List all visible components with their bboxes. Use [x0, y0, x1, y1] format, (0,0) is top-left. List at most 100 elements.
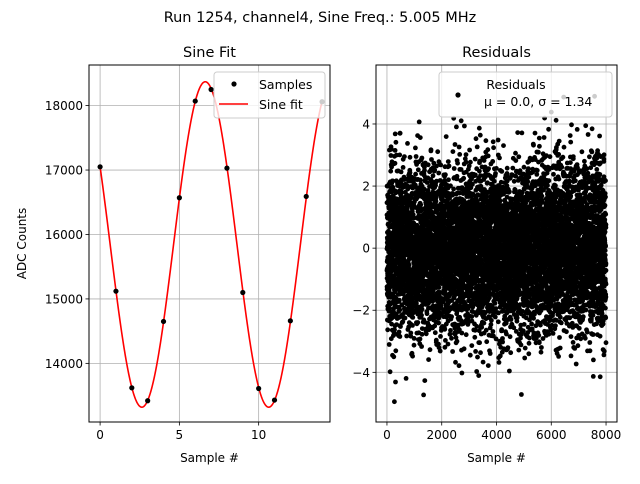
residual-point: [467, 148, 472, 153]
sine-fit-plot-area: [97, 82, 324, 407]
residual-point: [393, 348, 398, 353]
residual-point: [403, 316, 408, 321]
x-tick-label: 8000: [591, 428, 622, 442]
y-tick-label: 4: [362, 117, 370, 131]
residual-point: [420, 156, 425, 161]
x-tick-label: 6000: [536, 428, 567, 442]
residual-point: [450, 349, 455, 354]
y-tick-label: −4: [352, 366, 370, 380]
residual-point: [418, 337, 423, 342]
residual-point: [486, 166, 491, 171]
y-tick-label: 16000: [45, 228, 83, 242]
residual-point: [508, 334, 513, 339]
residual-point: [453, 142, 458, 147]
residual-point: [496, 138, 501, 143]
residual-point: [416, 167, 421, 172]
residual-point: [412, 343, 417, 348]
residual-point: [448, 328, 453, 333]
residual-point: [408, 155, 413, 160]
residual-point: [515, 130, 520, 135]
x-tick-label: 2000: [426, 428, 457, 442]
sample-point: [288, 318, 293, 323]
residual-point: [474, 369, 479, 374]
residual-point: [489, 322, 494, 327]
residual-point: [391, 354, 396, 359]
residual-point: [481, 360, 486, 365]
residual-point: [484, 339, 489, 344]
sine-fit-line: [100, 82, 322, 407]
residual-point: [469, 286, 474, 291]
sample-point: [145, 398, 150, 403]
sine-fit-grid: [89, 65, 330, 422]
residual-point: [475, 145, 480, 150]
residual-point: [506, 345, 511, 350]
residual-point: [399, 170, 404, 175]
legend-sine-fit-label: Sine fit: [259, 97, 303, 112]
sine-fit-ylabel: ADC Counts: [15, 208, 29, 280]
residual-point: [394, 140, 399, 145]
residual-point: [497, 156, 502, 161]
residual-point: [513, 158, 518, 163]
residual-point: [510, 166, 515, 171]
residual-point: [472, 335, 477, 340]
residual-point: [493, 171, 498, 176]
residual-point: [460, 371, 465, 376]
residual-point: [452, 166, 457, 171]
residual-point: [461, 176, 466, 181]
residual-point: [513, 151, 518, 156]
residual-point: [515, 316, 520, 321]
residual-point: [484, 138, 489, 143]
residual-point: [446, 177, 451, 182]
residual-point: [462, 346, 467, 351]
residual-point: [397, 153, 402, 158]
residual-point: [464, 332, 469, 337]
residuals-title: Residuals: [462, 45, 531, 61]
residual-point: [468, 353, 473, 358]
residual-point: [426, 357, 431, 362]
residual-point: [425, 180, 430, 185]
residual-point: [482, 321, 487, 326]
residual-point: [405, 141, 410, 146]
residual-point: [404, 376, 409, 381]
residual-point: [408, 331, 413, 336]
residual-point: [422, 378, 427, 383]
sample-point: [240, 290, 245, 295]
residual-point: [475, 355, 480, 360]
residual-point: [421, 393, 426, 398]
residual-point: [464, 152, 469, 157]
residual-point: [477, 126, 482, 131]
residual-point: [462, 124, 467, 129]
residual-point: [477, 169, 482, 174]
residual-point: [410, 354, 415, 359]
residual-point: [512, 179, 517, 184]
residual-point: [398, 131, 403, 136]
residual-point: [426, 162, 431, 167]
legend-samples-marker: [231, 81, 236, 86]
residual-point: [424, 331, 429, 336]
sine-fit-frame: [89, 65, 330, 422]
sample-point: [129, 385, 134, 390]
residual-point: [516, 348, 521, 353]
residual-point: [492, 179, 497, 184]
residual-point: [455, 161, 460, 166]
residual-point: [393, 161, 398, 166]
residual-point: [491, 329, 496, 334]
residual-point: [501, 143, 506, 148]
residual-point: [438, 349, 443, 354]
residual-point: [410, 315, 415, 320]
sample-point: [272, 397, 277, 402]
residual-point: [488, 351, 493, 356]
residual-point: [447, 164, 452, 169]
residual-point: [454, 125, 459, 130]
residual-point: [493, 315, 498, 320]
residual-point: [435, 149, 440, 154]
legend-samples-label: Samples: [259, 77, 312, 92]
y-tick-label: 2: [362, 180, 370, 194]
residual-point: [413, 146, 418, 151]
residual-point: [459, 118, 464, 123]
residual-point: [397, 298, 402, 303]
residual-point: [489, 318, 494, 323]
